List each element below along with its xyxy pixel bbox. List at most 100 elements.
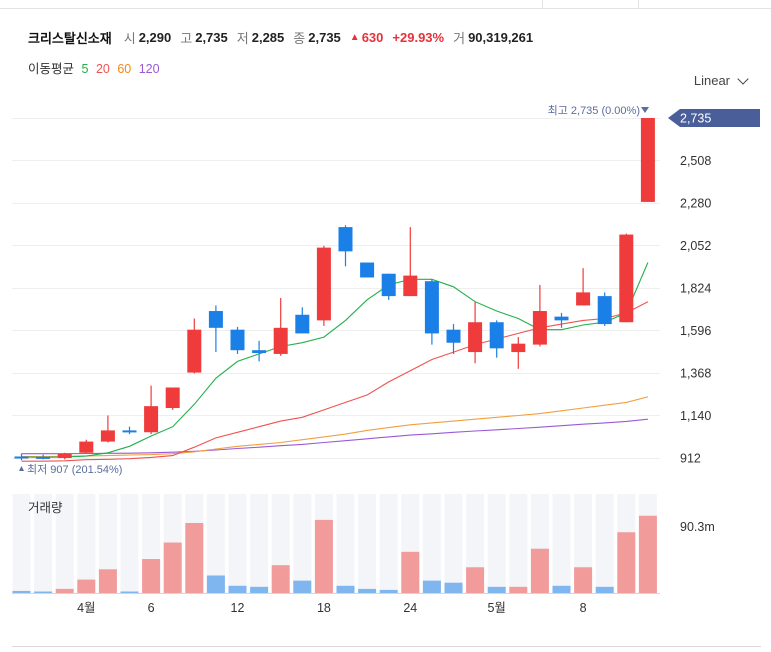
open-label: 시	[123, 30, 136, 46]
candle-down	[360, 262, 375, 278]
moving-average-lines	[21, 262, 649, 462]
volume-bars	[12, 515, 657, 593]
ma-legend-item-60[interactable]: 60	[117, 62, 132, 76]
ma-legend-item-20[interactable]: 20	[95, 62, 110, 76]
ma60-line	[21, 396, 649, 458]
price-tick-label: 1,824	[680, 281, 711, 295]
candle-up	[79, 441, 94, 453]
ma-legend-item-120[interactable]: 120	[138, 62, 160, 76]
price-tick-label: 912	[680, 452, 701, 466]
candle-down	[36, 456, 51, 459]
volume-column-bg	[206, 494, 225, 593]
volume-bar	[595, 586, 614, 593]
volume-column-bg	[336, 494, 355, 593]
volume-bar	[509, 586, 528, 593]
candle-up	[403, 275, 418, 297]
change-percent: +29.93%	[392, 29, 445, 45]
date-tick-label: 18	[317, 601, 331, 615]
candle-down	[424, 281, 439, 334]
candle-up	[619, 234, 634, 323]
low-label: 저	[236, 30, 249, 46]
candle-up	[273, 327, 288, 354]
volume-bar	[12, 590, 31, 593]
candle-up	[640, 118, 655, 202]
scale-toggle-dropdown[interactable]: Linear	[693, 72, 749, 88]
volume-bar	[98, 569, 117, 593]
up-arrow-icon: ▲	[349, 31, 360, 43]
high-value: 2,735	[195, 29, 228, 45]
date-tick-label: 6	[148, 601, 155, 615]
change-value: 630	[361, 29, 384, 45]
high-label: 고	[180, 30, 193, 46]
volume-bar	[271, 565, 290, 593]
date-axis: 4월 6 12 18 24 5월 8	[77, 601, 587, 615]
candle-down	[122, 430, 137, 433]
volume-bar	[487, 586, 506, 593]
volume-bar	[120, 591, 139, 593]
candle-down	[446, 329, 461, 343]
volume-column-bg	[98, 494, 117, 593]
volume-value: 90,319,261	[468, 29, 534, 45]
volume-column-bg	[595, 494, 614, 593]
candle-down	[338, 227, 353, 252]
close-label: 종	[293, 30, 306, 46]
candle-up	[532, 311, 547, 345]
candle-down	[230, 329, 245, 351]
volume-bar	[552, 585, 571, 593]
volume-bar	[142, 559, 161, 593]
date-tick-label: 8	[580, 601, 587, 615]
volume-bar	[77, 579, 96, 593]
scale-toggle-label: Linear	[693, 73, 730, 88]
candle-down	[208, 311, 223, 328]
low-value: 2,285	[251, 29, 285, 45]
price-tick-label: 2,280	[680, 196, 711, 210]
current-price-tag-label: 2,735	[680, 112, 711, 126]
volume-bar	[55, 588, 74, 593]
ma-legend-item-5[interactable]: 5	[81, 62, 89, 76]
volume-column-bg	[34, 494, 53, 593]
volume-column-bg	[509, 494, 528, 593]
volume-column-bg	[444, 494, 463, 593]
volume-bar	[293, 580, 312, 593]
date-tick-label: 24	[403, 601, 417, 615]
price-tick-label: 1,596	[680, 324, 711, 338]
date-tick-label: 5월	[487, 601, 505, 615]
volume-column-bg	[250, 494, 269, 593]
volume-bar	[206, 575, 225, 593]
volume-bar	[163, 542, 182, 593]
volume-bar	[379, 589, 398, 593]
volume-column-bg	[77, 494, 96, 593]
price-axis: 912 1,140 1,368 1,596 1,824 2,052 2,280 2,508	[680, 154, 711, 466]
price-tick-label: 1,368	[680, 366, 711, 380]
candles	[14, 118, 655, 461]
price-grid	[12, 118, 660, 459]
current-price-tag	[668, 109, 760, 127]
candle-up	[316, 247, 331, 321]
volume-column-bg	[358, 494, 377, 593]
price-tick-label: 2,052	[680, 239, 711, 253]
volume-bar	[617, 532, 636, 593]
volume-label: 거	[453, 30, 466, 46]
volume-column-bg	[55, 494, 74, 593]
volume-bar	[638, 515, 657, 593]
candle-up	[165, 387, 180, 409]
volume-column-bg	[293, 494, 312, 593]
high-marker-arrow-icon	[641, 107, 649, 113]
high-marker-label: 최고 2,735 (0.00%)	[548, 104, 640, 117]
volume-bar	[444, 582, 463, 593]
volume-bar	[466, 567, 485, 593]
price-tick-label: 2,508	[680, 154, 711, 168]
volume-bar	[530, 548, 549, 593]
candle-up	[57, 453, 72, 458]
candle-up	[468, 322, 483, 353]
candle-down	[295, 314, 310, 334]
volume-bar	[250, 586, 269, 593]
low-marker-label: 최저 907 (201.54%)	[27, 463, 122, 476]
candle-up	[576, 292, 591, 306]
volume-bar	[574, 567, 593, 593]
volume-bar	[401, 551, 420, 593]
ma-legend-label: 이동평균	[28, 62, 75, 76]
stock-name: 크리스탈신소재	[28, 30, 112, 46]
candle-down	[554, 316, 569, 321]
